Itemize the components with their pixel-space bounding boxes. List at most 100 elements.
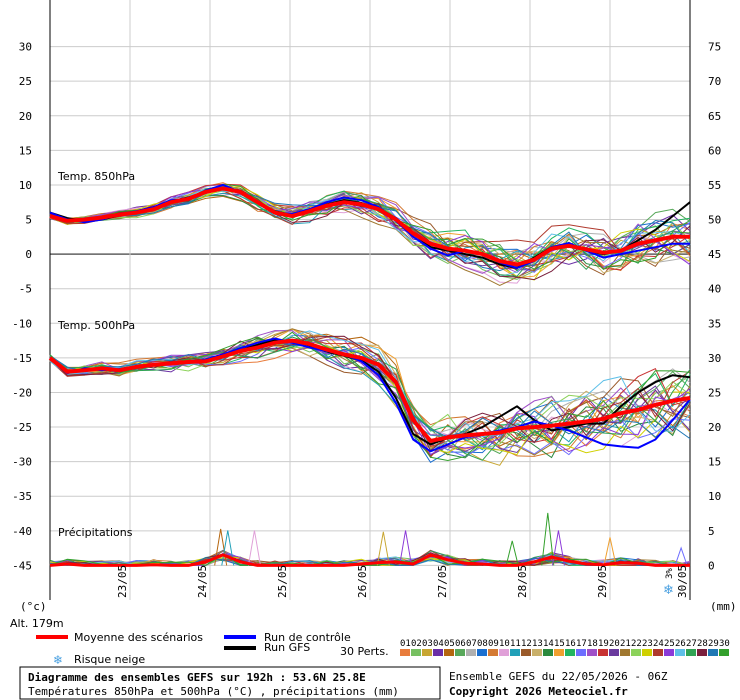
left-tick-label: 10 <box>19 179 32 192</box>
t500-mean-line <box>48 338 691 443</box>
precip-spike <box>376 531 390 566</box>
main-series <box>48 183 691 567</box>
x-tick-label: 23/05 <box>116 565 129 598</box>
pert-color-swatch <box>609 649 619 656</box>
precip-spike <box>551 530 565 566</box>
precip-spike <box>505 540 519 566</box>
legend-mean-label: Moyenne des scénarios <box>74 631 203 644</box>
pert-color-swatch <box>642 649 652 656</box>
pert-color-swatch <box>554 649 564 656</box>
pert-number: 17 <box>576 639 587 649</box>
pert-color-swatch <box>576 649 586 656</box>
pert-color-swatch <box>455 649 465 656</box>
pert-color-swatch <box>411 649 421 656</box>
pert-number: 05 <box>444 639 455 649</box>
x-tick-label: 29/05 <box>596 565 609 598</box>
right-tick-label: 30 <box>708 352 721 365</box>
left-tick-label: 0 <box>25 248 32 261</box>
left-tick-label: 25 <box>19 75 32 88</box>
pert-number: 07 <box>466 639 477 649</box>
pert-color-swatch <box>708 649 718 656</box>
pert-color-swatch <box>686 649 696 656</box>
t500-member-line <box>49 341 691 440</box>
t500-member-line <box>49 338 691 447</box>
right-tick-label: 10 <box>708 490 721 503</box>
left-tick-label: 30 <box>19 41 32 54</box>
precip-member-line <box>49 553 690 566</box>
x-tick-label: 28/05 <box>516 565 529 598</box>
pert-color-swatch <box>565 649 575 656</box>
info-box <box>19 666 441 700</box>
precip-spike <box>674 546 688 566</box>
pert-color-swatch <box>598 649 608 656</box>
pert-color-swatch <box>664 649 674 656</box>
pert-color-swatch <box>510 649 520 656</box>
precip-mean-line <box>49 553 690 567</box>
pert-number: 26 <box>675 639 686 649</box>
left-tick-label: 5 <box>25 214 32 227</box>
pert-number: 02 <box>411 639 422 649</box>
pert-number: 10 <box>499 639 510 649</box>
precip-spike <box>541 512 555 566</box>
x-tick-label: 26/05 <box>356 565 369 598</box>
altitude-label: Alt. 179m <box>10 617 64 630</box>
legend-gfs-label: Run GFS <box>264 641 310 654</box>
right-tick-label: 15 <box>708 456 721 469</box>
x-tick-label: 25/05 <box>276 565 289 598</box>
right-tick-label: 50 <box>708 214 721 227</box>
left-tick-label: 15 <box>19 144 32 157</box>
right-tick-label: 55 <box>708 179 721 192</box>
right-unit-label: (mm) <box>710 600 737 613</box>
pert-number: 14 <box>543 639 554 649</box>
left-tick-label: -25 <box>12 421 32 434</box>
right-tick-label: 60 <box>708 144 721 157</box>
left-tick-label: -35 <box>12 490 32 503</box>
ensemble-run-label: Ensemble GEFS du 22/05/2026 - 06Z <box>449 670 668 683</box>
pert-color-swatch <box>466 649 476 656</box>
pert-color-swatch <box>587 649 597 656</box>
pert-number: 08 <box>477 639 488 649</box>
pert-color-swatch <box>499 649 509 656</box>
right-tick-label: 40 <box>708 283 721 296</box>
x-tick-label: 24/05 <box>196 565 209 598</box>
pert-color-swatch <box>488 649 498 656</box>
pert-number: 30 <box>719 639 730 649</box>
pert-color-swatch <box>653 649 663 656</box>
pert-number: 24 <box>653 639 664 649</box>
pert-number: 03 <box>422 639 433 649</box>
left-tick-label: -5 <box>19 283 32 296</box>
legend-perts-label: 30 Perts. <box>340 645 389 658</box>
precip-spike <box>399 530 413 566</box>
pert-color-swatch <box>433 649 443 656</box>
right-tick-label: 45 <box>708 248 721 261</box>
precip-spike <box>214 528 228 566</box>
pert-number: 13 <box>532 639 543 649</box>
pert-number: 16 <box>565 639 576 649</box>
pert-color-swatch <box>719 649 729 656</box>
right-tick-label: 20 <box>708 421 721 434</box>
right-tick-label: 0 <box>708 559 715 572</box>
t500-member-line <box>49 338 691 461</box>
pert-number: 15 <box>554 639 565 649</box>
pert-number: 27 <box>686 639 697 649</box>
left-tick-label: -15 <box>12 352 32 365</box>
right-tick-label: 25 <box>708 386 721 399</box>
precip-spike <box>603 537 617 566</box>
pert-number: 21 <box>620 639 631 649</box>
pert-color-swatch <box>631 649 641 656</box>
snow-legend-icon: ❄ <box>53 653 63 667</box>
right-tick-label: 75 <box>708 41 721 54</box>
pert-color-swatch <box>400 649 410 656</box>
pert-number: 11 <box>510 639 521 649</box>
snowflake-icon: ❄ <box>663 583 674 598</box>
precip-spike <box>247 530 261 566</box>
t500-member-line <box>49 328 691 466</box>
pert-number: 22 <box>631 639 642 649</box>
t850-mean-line <box>49 186 690 267</box>
legend-control-label: Run de contrôle <box>264 631 351 644</box>
pert-color-swatch <box>422 649 432 656</box>
pert-color-swatch <box>620 649 630 656</box>
pert-color-swatch <box>444 649 454 656</box>
pert-number: 09 <box>488 639 499 649</box>
